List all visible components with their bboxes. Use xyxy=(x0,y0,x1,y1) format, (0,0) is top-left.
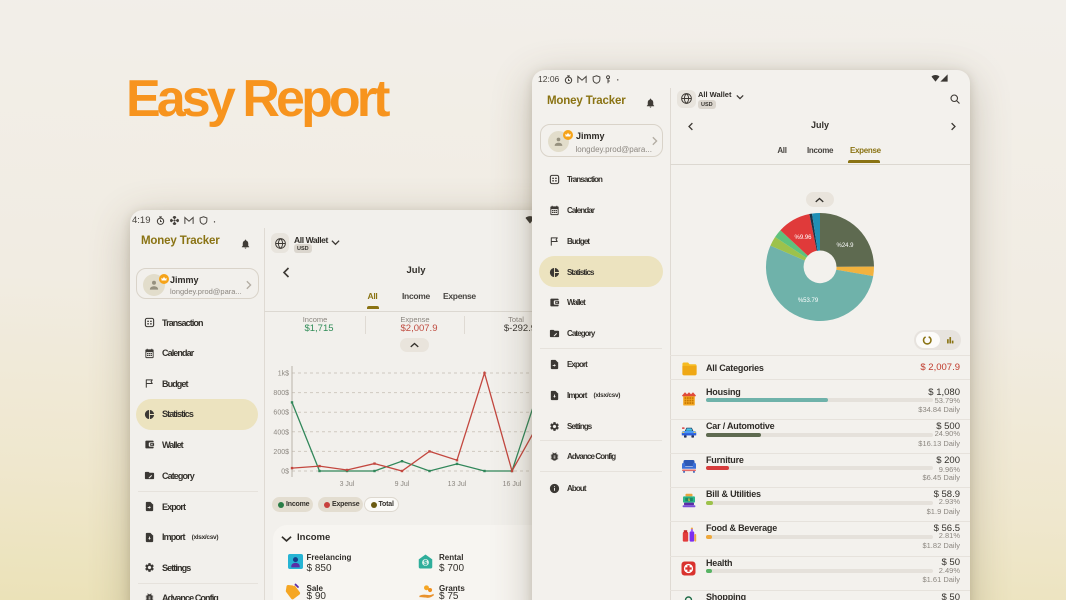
svg-text:9 Jul: 9 Jul xyxy=(395,481,410,488)
svg-text:%24.9: %24.9 xyxy=(836,243,854,249)
svg-text:%53.79: %53.79 xyxy=(798,298,819,304)
svg-text:%9.96: %9.96 xyxy=(794,235,812,241)
svg-text:200$: 200$ xyxy=(273,449,289,456)
svg-text:$: $ xyxy=(688,498,690,502)
svg-text:800$: 800$ xyxy=(273,390,289,397)
svg-text:16 Jul: 16 Jul xyxy=(503,481,522,488)
svg-text:$: $ xyxy=(424,560,428,567)
svg-text:0$: 0$ xyxy=(281,469,289,476)
svg-text:13 Jul: 13 Jul xyxy=(448,481,467,488)
svg-text:1k$: 1k$ xyxy=(278,371,289,378)
svg-text:3 Jul: 3 Jul xyxy=(340,481,355,488)
svg-text:600$: 600$ xyxy=(273,410,289,417)
svg-text:400$: 400$ xyxy=(273,429,289,436)
